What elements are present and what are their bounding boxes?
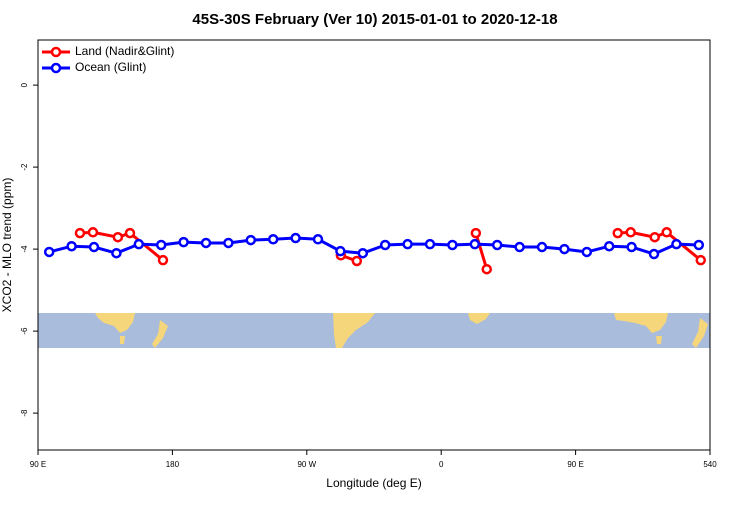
point	[469, 238, 481, 250]
legend-marker	[50, 46, 62, 58]
land-shape	[333, 313, 375, 348]
point	[112, 231, 124, 243]
x-axis-label: Longitude (deg E)	[326, 476, 421, 490]
point	[625, 227, 636, 238]
point	[626, 241, 637, 253]
point	[223, 237, 234, 249]
point	[603, 240, 615, 252]
x-tick-label: 90 W	[297, 460, 316, 469]
land-shape	[614, 313, 668, 333]
y-tick-label: -6	[20, 327, 29, 335]
ocean-background	[38, 313, 710, 348]
y-tick-label: 0	[20, 82, 29, 87]
land-shape	[468, 313, 490, 324]
point	[424, 238, 436, 250]
legend-marker	[50, 62, 62, 74]
chart-title: 45S-30S February (Ver 10) 2015-01-01 to …	[192, 11, 557, 28]
point	[74, 227, 86, 239]
point	[133, 238, 145, 250]
land-shape	[120, 336, 125, 344]
plot-frame	[37, 39, 711, 451]
point	[124, 227, 136, 239]
point	[351, 255, 363, 267]
x-tick-label: 180	[166, 460, 180, 469]
point	[357, 247, 369, 259]
point	[693, 239, 705, 251]
x-tick-label: 90 E	[567, 460, 583, 469]
point	[88, 241, 100, 253]
land-shape	[656, 336, 662, 344]
map-strip	[38, 313, 710, 348]
point	[648, 248, 660, 260]
point	[447, 239, 458, 251]
point	[695, 254, 706, 266]
point	[267, 234, 279, 245]
point	[581, 246, 593, 258]
y-tick-label: -8	[20, 409, 29, 417]
point	[87, 227, 99, 238]
point	[559, 243, 570, 255]
x-tick-label: 540	[703, 460, 717, 469]
x-tick-label: 90 E	[30, 460, 46, 469]
point	[155, 239, 167, 251]
point	[312, 234, 324, 245]
point	[379, 239, 391, 251]
point	[514, 241, 525, 253]
point	[335, 245, 346, 257]
y-tick-label: -2	[20, 163, 29, 171]
point	[245, 234, 257, 246]
point	[470, 227, 482, 239]
point	[111, 247, 122, 259]
point	[157, 254, 169, 266]
y-axis-label: XCO2 - MLO trend (ppm)	[0, 178, 14, 313]
point	[402, 238, 413, 250]
point	[481, 263, 492, 275]
point	[671, 238, 682, 250]
legend-label: Land (Nadir&Glint)	[75, 44, 174, 58]
point	[536, 241, 548, 253]
point	[200, 237, 212, 249]
point	[612, 227, 623, 239]
legend-label: Ocean (Glint)	[75, 60, 146, 74]
land-shape	[95, 313, 135, 333]
land-shape	[692, 318, 708, 348]
point	[43, 246, 55, 258]
point	[661, 227, 672, 238]
point	[649, 231, 660, 243]
y-tick-label: -4	[20, 245, 29, 253]
point	[491, 239, 503, 251]
point	[290, 232, 301, 244]
x-tick-label: 0	[439, 460, 444, 469]
point	[66, 240, 77, 252]
land-shape	[152, 320, 168, 348]
point	[178, 236, 189, 248]
